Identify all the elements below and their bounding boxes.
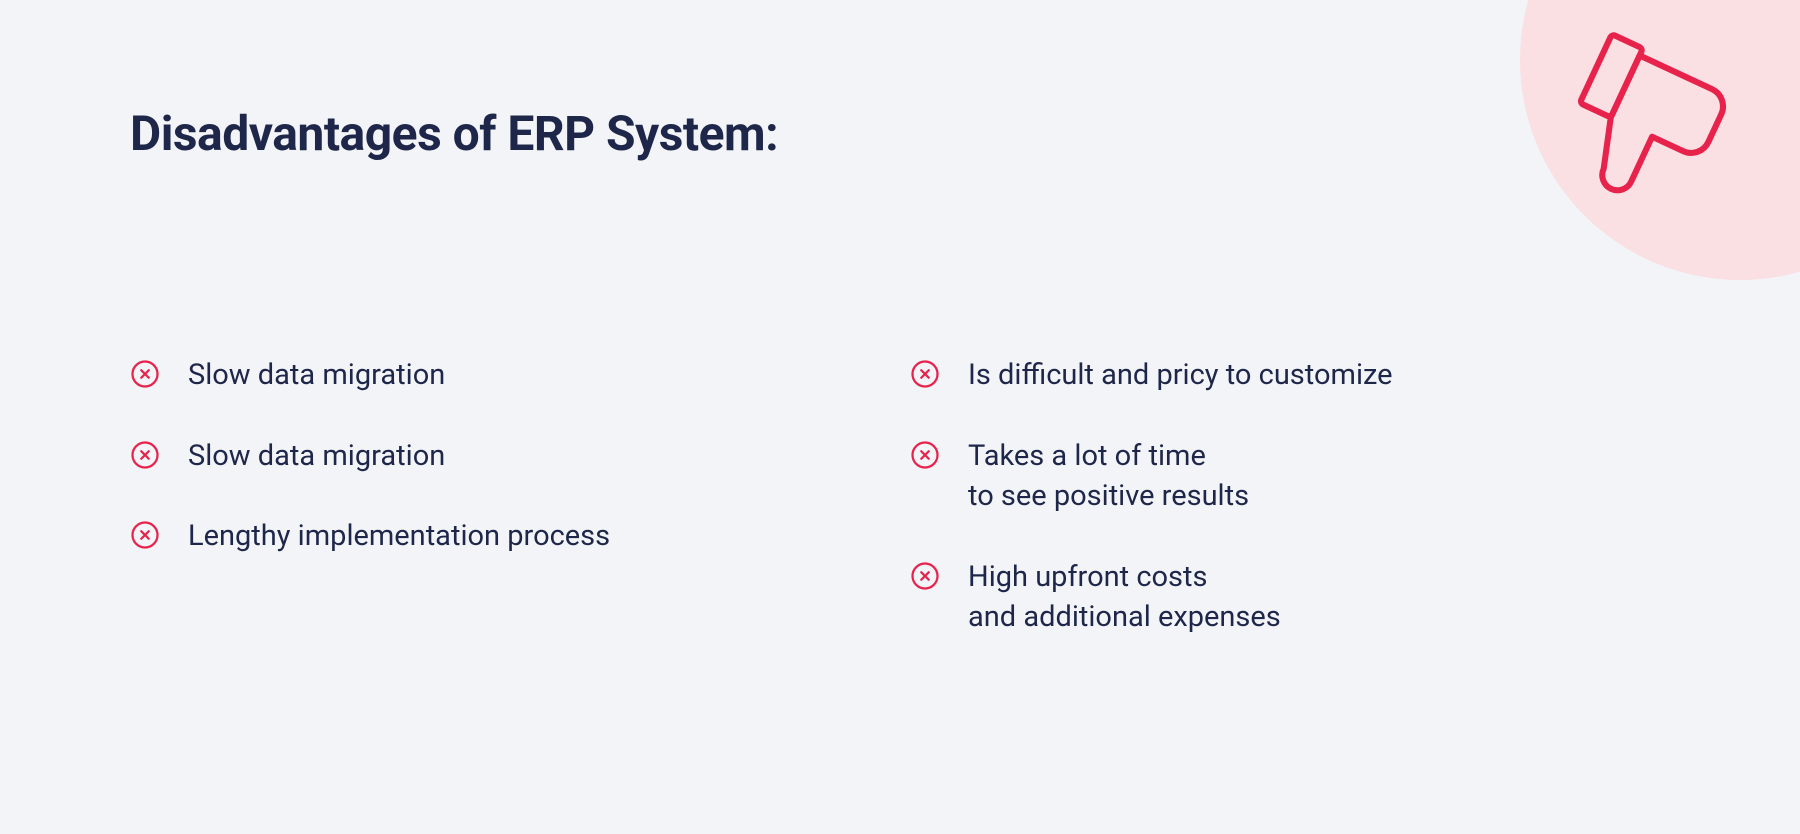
list-item-text: Slow data migration [188, 355, 445, 396]
list-item: Takes a lot of time to see positive resu… [910, 436, 1490, 517]
list-item: Slow data migration [130, 436, 710, 477]
x-circle-icon [130, 359, 160, 389]
thumbs-down-icon [1550, 30, 1740, 220]
x-circle-icon [130, 440, 160, 470]
left-column: Slow data migration Slow data migration … [130, 355, 710, 638]
list-item: Is difficult and pricy to customize [910, 355, 1490, 396]
x-circle-icon [130, 520, 160, 550]
list-item: Slow data migration [130, 355, 710, 396]
x-circle-icon [910, 359, 940, 389]
x-circle-icon [910, 561, 940, 591]
disadvantage-columns: Slow data migration Slow data migration … [130, 355, 1490, 638]
list-item-text: Is difficult and pricy to customize [968, 355, 1393, 396]
list-item-text: Lengthy implementation process [188, 516, 610, 557]
list-item-text: High upfront costs and additional expens… [968, 557, 1281, 638]
list-item: Lengthy implementation process [130, 516, 710, 557]
page-title: Disadvantages of ERP System: [130, 105, 778, 162]
x-circle-icon [910, 440, 940, 470]
right-column: Is difficult and pricy to customize Take… [910, 355, 1490, 638]
list-item-text: Takes a lot of time to see positive resu… [968, 436, 1249, 517]
list-item: High upfront costs and additional expens… [910, 557, 1490, 638]
list-item-text: Slow data migration [188, 436, 445, 477]
